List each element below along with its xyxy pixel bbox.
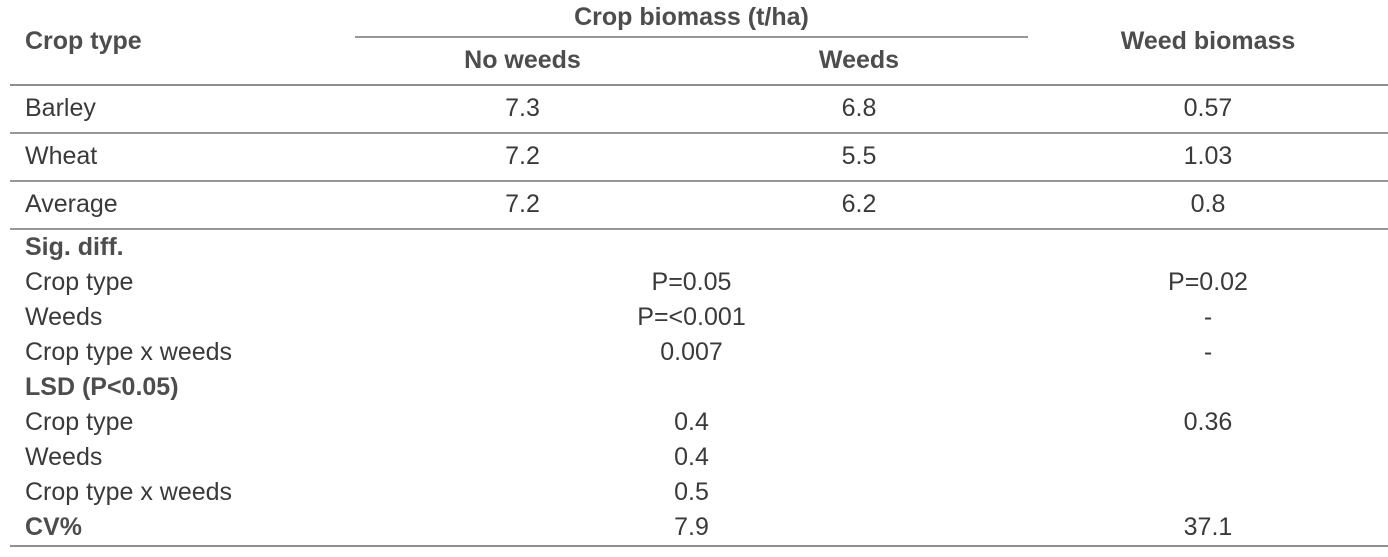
stat-value-crop-biomass: 0.5 <box>674 477 709 506</box>
cv-value-crop-biomass: 7.9 <box>355 510 1028 547</box>
stat-row-label: Crop type x weeds <box>25 337 233 366</box>
cell-no-weeds: 7.2 <box>355 133 690 182</box>
cell-weed-biomass: 0.8 <box>1028 181 1388 230</box>
sig-diff-row-weeds: Weeds P=<0.001 - <box>10 300 1388 335</box>
section-heading-sig-diff: Sig. diff. <box>10 229 1388 265</box>
cell-crop-label: Average <box>10 181 355 230</box>
stat-row-label: Crop type <box>25 407 134 436</box>
column-header-weeds: Weeds <box>690 37 1028 86</box>
table-row-average: Average 7.2 6.2 0.8 <box>10 181 1388 230</box>
section-heading-label: LSD (P<0.05) <box>25 372 179 401</box>
column-header-weed-biomass: Weed biomass <box>1028 0 1388 86</box>
stat-value-crop-biomass: P=<0.001 <box>637 302 746 331</box>
column-header-crop-type: Crop type <box>10 0 355 86</box>
stat-value-weed-biomass <box>1028 440 1388 475</box>
stat-row-label: Crop type x weeds <box>25 477 233 506</box>
sig-diff-row-crop-type: Crop type P=0.05 P=0.02 <box>10 265 1388 300</box>
stat-value-weed-biomass: P=0.02 <box>1168 267 1248 296</box>
cell-weed-biomass: 1.03 <box>1028 133 1388 182</box>
cell-crop-label: Wheat <box>10 133 355 182</box>
section-heading-label: Sig. diff. <box>25 232 124 261</box>
stat-value-crop-biomass: 0.4 <box>674 407 709 436</box>
stat-row-label: Weeds <box>25 442 103 471</box>
stat-value-weed-biomass: - <box>1203 337 1213 366</box>
table-row-wheat: Wheat 7.2 5.5 1.03 <box>10 133 1388 182</box>
lsd-row-interaction: Crop type x weeds 0.5 <box>10 475 1388 510</box>
column-header-no-weeds: No weeds <box>355 37 690 86</box>
section-heading-lsd: LSD (P<0.05) <box>10 370 1388 405</box>
cell-weeds: 6.8 <box>690 85 1028 134</box>
stat-row-label: Weeds <box>25 302 103 331</box>
table-row-barley: Barley 7.3 6.8 0.57 <box>10 85 1388 134</box>
column-header-crop-biomass-group: Crop biomass (t/ha) <box>355 0 1028 38</box>
stat-value-weed-biomass: - <box>1203 302 1213 331</box>
table-header-group-row: Crop type Crop biomass (t/ha) Weed bioma… <box>10 0 1388 86</box>
lsd-row-crop-type: Crop type 0.4 0.36 <box>10 405 1388 440</box>
cell-weeds: 5.5 <box>690 133 1028 182</box>
cell-crop-label: Barley <box>10 85 355 134</box>
cell-no-weeds: 7.2 <box>355 181 690 230</box>
stat-value-weed-biomass <box>1028 475 1388 510</box>
stat-value-crop-biomass: P=0.05 <box>651 267 732 296</box>
sig-diff-row-interaction: Crop type x weeds 0.007 - <box>10 335 1388 370</box>
stat-value-weed-biomass: 0.36 <box>1183 407 1233 436</box>
stat-row-label: Crop type <box>25 267 134 296</box>
cv-value-weed-biomass: 37.1 <box>1028 510 1388 547</box>
stat-value-crop-biomass: 0.007 <box>660 337 723 366</box>
lsd-row-weeds: Weeds 0.4 <box>10 440 1388 475</box>
cell-weed-biomass: 0.57 <box>1028 85 1388 134</box>
results-table: Crop type Crop biomass (t/ha) Weed bioma… <box>10 0 1388 547</box>
cv-row: CV% 7.9 37.1 <box>10 510 1388 547</box>
cv-label: CV% <box>10 510 355 547</box>
table-header-subhead-row: No weeds Weeds <box>10 37 1388 86</box>
cell-no-weeds: 7.3 <box>355 85 690 134</box>
stat-value-crop-biomass: 0.4 <box>674 442 709 471</box>
cell-weeds: 6.2 <box>690 181 1028 230</box>
